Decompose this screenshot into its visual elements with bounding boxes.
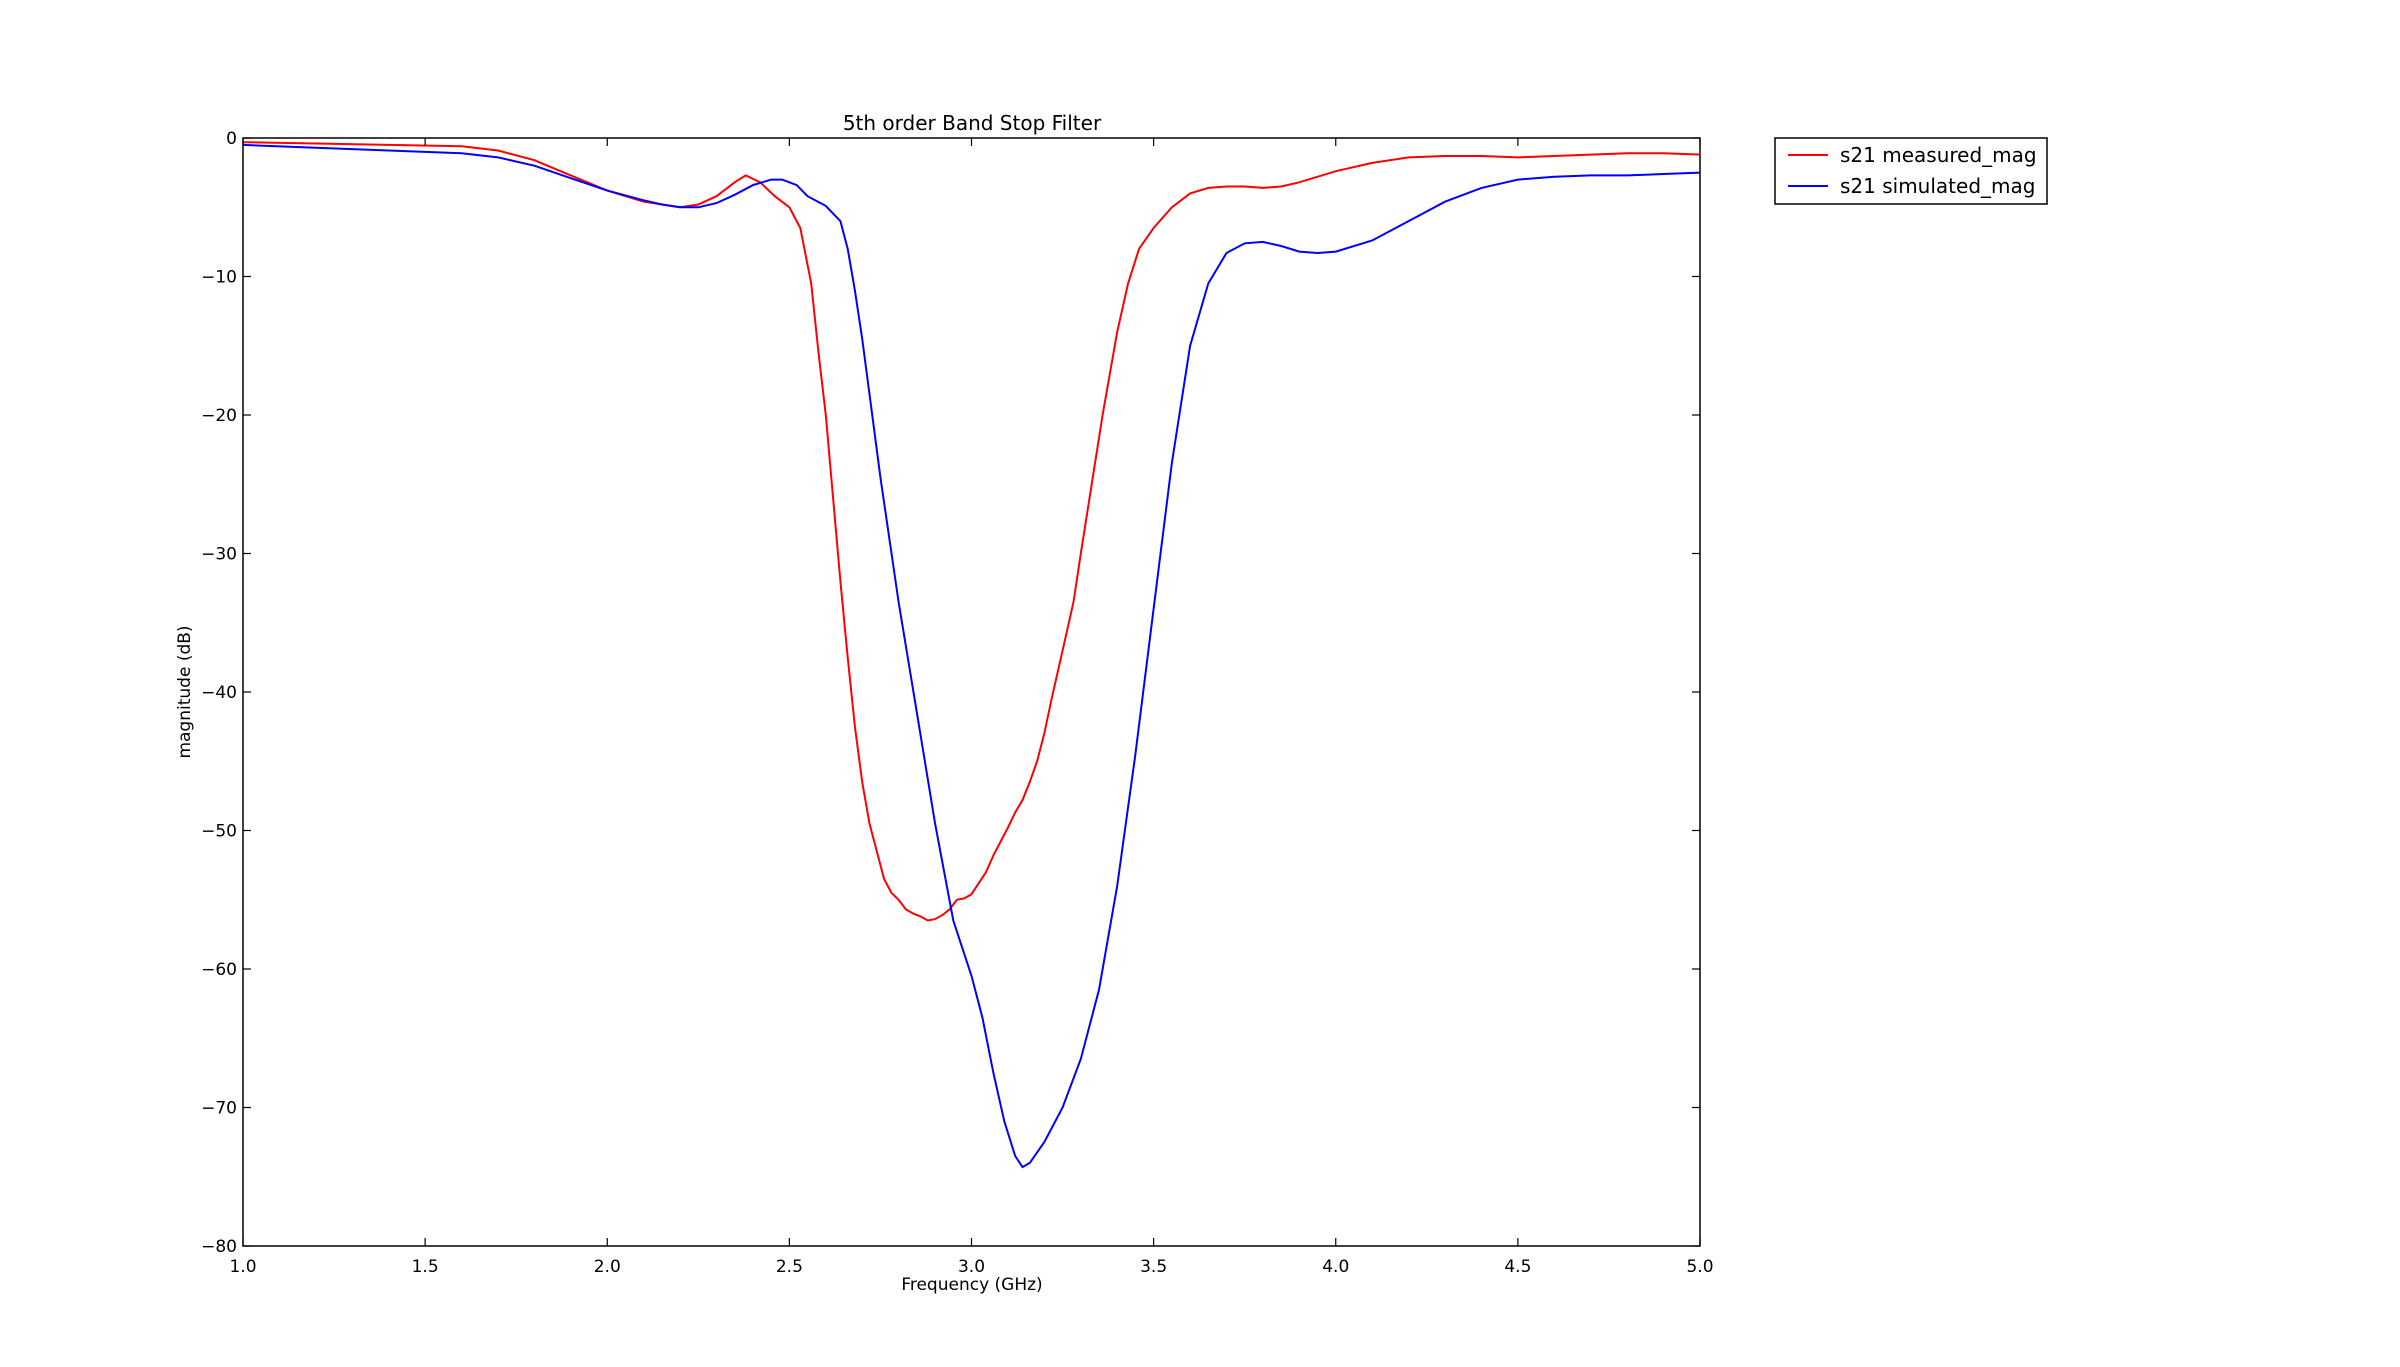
legend-frame bbox=[1774, 137, 2048, 205]
y-tick-label: −40 bbox=[201, 683, 237, 703]
series-line-2 bbox=[242, 143, 1701, 1169]
x-tick-label: 2.5 bbox=[776, 1257, 803, 1277]
y-tick-label: −70 bbox=[201, 1099, 237, 1119]
series-layer bbox=[242, 141, 1701, 1169]
y-axis: 0 −10 −20 −30 −40 −50 −60 −70 −80 bbox=[201, 129, 1700, 1257]
legend-label-2: s21 simulated_mag bbox=[1840, 174, 2035, 198]
x-tick-label: 5.0 bbox=[1686, 1257, 1713, 1277]
x-tick-label: 4.5 bbox=[1504, 1257, 1531, 1277]
y-tick-label: −30 bbox=[201, 545, 237, 565]
plot-frame bbox=[242, 137, 1701, 1247]
y-tick-label: −50 bbox=[201, 822, 237, 842]
x-tick-label: 1.5 bbox=[412, 1257, 439, 1277]
x-tick-label: 1.0 bbox=[229, 1257, 256, 1277]
y-tick-label: −10 bbox=[201, 268, 237, 288]
x-tick-label: 4.0 bbox=[1322, 1257, 1349, 1277]
x-tick-label: 2.0 bbox=[594, 1257, 621, 1277]
series-line-1 bbox=[242, 141, 1701, 922]
chart-title: 5th order Band Stop Filter bbox=[843, 111, 1102, 135]
x-axis-label: Frequency (GHz) bbox=[901, 1275, 1042, 1295]
y-tick-label: −60 bbox=[201, 960, 237, 980]
legend: s21 measured_mag s21 simulated_mag bbox=[1774, 137, 2048, 205]
y-axis-label: magnitude (dB) bbox=[175, 625, 195, 758]
x-tick-label: 3.5 bbox=[1140, 1257, 1167, 1277]
plot-area: 1.0 1.5 2.0 2.5 3.0 3.5 4.0 4.5 5.0 0 −10 −20 −30 −4… bbox=[201, 129, 1713, 1277]
x-tick-label: 3.0 bbox=[958, 1257, 985, 1277]
y-tick-label: 0 bbox=[226, 129, 237, 149]
legend-label-1: s21 measured_mag bbox=[1840, 143, 2037, 167]
y-tick-label: −80 bbox=[201, 1237, 237, 1257]
y-tick-label: −20 bbox=[201, 406, 237, 426]
x-axis: 1.0 1.5 2.0 2.5 3.0 3.5 4.0 4.5 5.0 bbox=[229, 138, 1714, 1277]
